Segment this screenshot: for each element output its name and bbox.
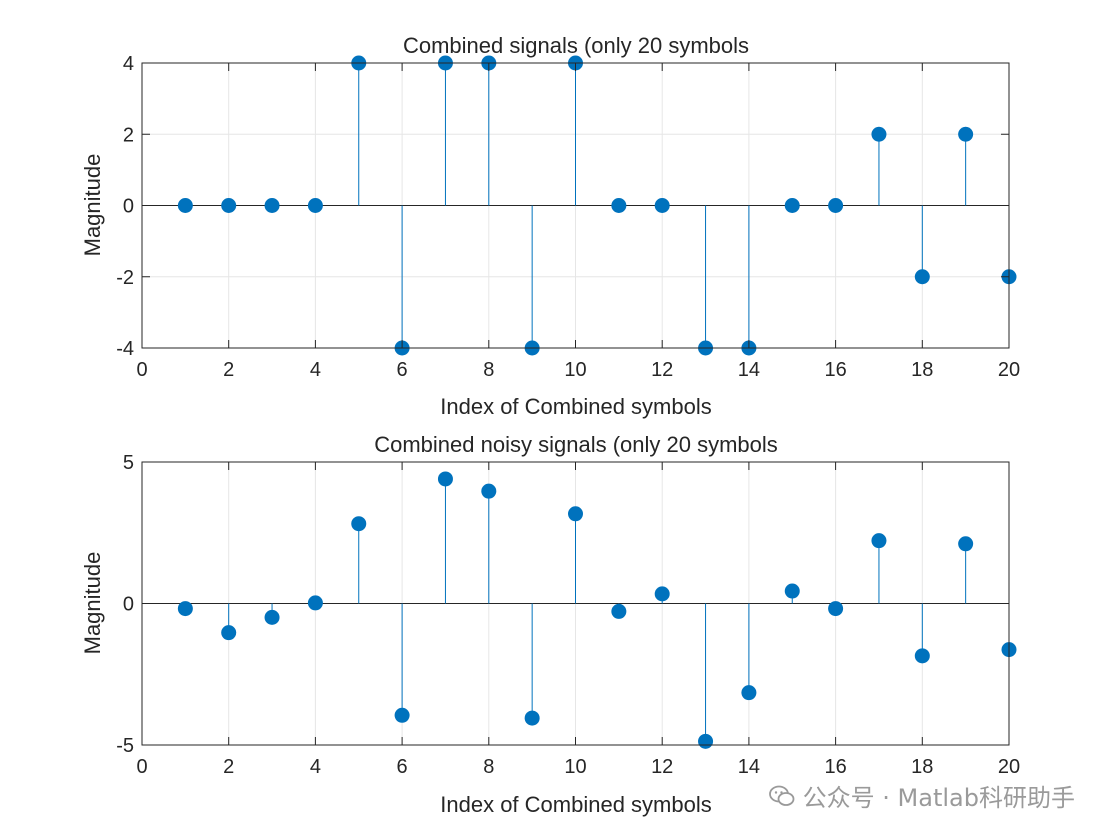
- bottom-y-axis-label: Magnitude: [80, 552, 105, 655]
- x-tick-label: 8: [483, 359, 494, 381]
- stem-marker: [828, 198, 844, 213]
- top-chart-title: Combined signals (only 20 symbols: [403, 33, 749, 58]
- x-tick-label: 6: [397, 359, 408, 381]
- x-tick-label: 10: [564, 359, 586, 381]
- wechat-icon: [768, 785, 795, 806]
- top-y-axis-label: Magnitude: [80, 154, 105, 257]
- y-tick-label: 0: [123, 594, 134, 616]
- stem-marker: [654, 198, 670, 213]
- stem-marker: [437, 471, 453, 487]
- stem-marker: [871, 126, 887, 142]
- y-tick-label: 0: [123, 196, 134, 218]
- x-tick-label: 4: [310, 359, 321, 381]
- stem-marker: [221, 625, 237, 641]
- y-tick-label: 4: [123, 53, 134, 75]
- top-axes: Combined signals (only 20 symbols Index …: [80, 33, 1020, 419]
- y-tick-label: -2: [116, 267, 134, 289]
- stem-marker: [871, 533, 887, 549]
- watermark-text: 公众号 · Matlab科研助手: [802, 784, 1075, 812]
- x-tick-label: 10: [564, 756, 586, 778]
- stem-marker: [611, 198, 627, 213]
- x-tick-label: 16: [824, 359, 846, 381]
- x-tick-label: 14: [738, 756, 760, 778]
- x-tick-label: 8: [483, 756, 494, 778]
- x-tick-label: 18: [911, 756, 933, 778]
- x-tick-label: 20: [998, 756, 1020, 778]
- stem-marker: [914, 269, 930, 285]
- stem-marker: [698, 733, 714, 749]
- bottom-x-axis-label: Index of Combined symbols: [440, 792, 711, 817]
- stem-marker: [741, 685, 757, 701]
- x-tick-label: 6: [397, 756, 408, 778]
- top-x-axis-label: Index of Combined symbols: [440, 394, 711, 419]
- watermark: 公众号 · Matlab科研助手: [768, 778, 1075, 813]
- x-tick-label: 12: [651, 756, 673, 778]
- stem-marker: [611, 603, 627, 619]
- x-tick-label: 2: [223, 756, 234, 778]
- stem-marker: [828, 601, 844, 617]
- y-tick-label: 5: [123, 452, 134, 474]
- bottom-axes: Combined noisy signals (only 20 symbols …: [80, 432, 1020, 817]
- x-tick-label: 18: [911, 359, 933, 381]
- y-tick-label: -5: [116, 735, 134, 757]
- stem-marker: [351, 516, 367, 532]
- stem-marker: [524, 710, 540, 726]
- x-tick-label: 16: [824, 756, 846, 778]
- y-tick-label: 2: [123, 124, 134, 146]
- stem-marker: [394, 707, 410, 723]
- x-tick-label: 0: [136, 756, 147, 778]
- stem-marker: [264, 609, 280, 625]
- bottom-chart-title: Combined noisy signals (only 20 symbols: [374, 432, 778, 457]
- stem-marker: [177, 198, 193, 213]
- stem-marker: [307, 198, 323, 213]
- x-tick-label: 2: [223, 359, 234, 381]
- stem-marker: [481, 483, 497, 499]
- x-tick-label: 4: [310, 756, 321, 778]
- x-tick-label: 0: [136, 359, 147, 381]
- stem-marker: [958, 126, 974, 142]
- stem-marker: [568, 506, 583, 522]
- x-tick-label: 14: [738, 359, 760, 381]
- stem-marker: [784, 583, 800, 599]
- x-tick-label: 12: [651, 359, 673, 381]
- stem-marker: [221, 198, 237, 213]
- stem-marker: [177, 601, 193, 617]
- stem-marker: [264, 198, 280, 213]
- x-tick-label: 20: [998, 359, 1020, 381]
- stem-marker: [784, 198, 800, 213]
- stem-marker: [307, 595, 323, 611]
- stem-marker: [914, 648, 930, 664]
- y-tick-label: -4: [116, 338, 134, 360]
- stem-marker: [958, 536, 974, 552]
- stem-marker: [654, 586, 670, 602]
